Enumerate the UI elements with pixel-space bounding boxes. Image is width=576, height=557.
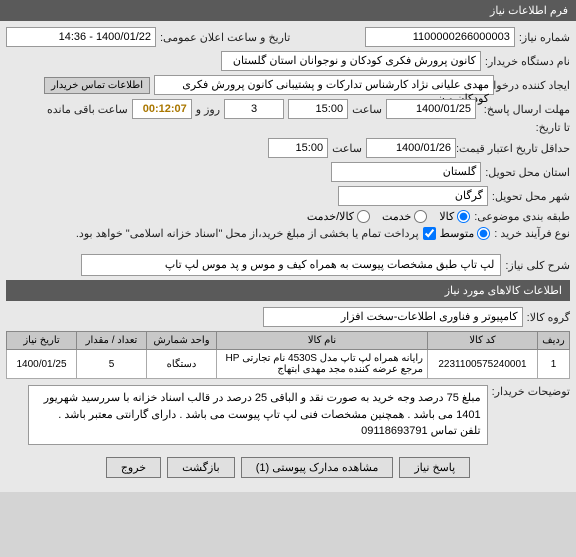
cell-qty: 5 — [77, 350, 147, 379]
payment-checkbox[interactable] — [423, 227, 436, 240]
announce-field: 1400/01/22 - 14:36 — [6, 27, 156, 47]
to-date-label: تا تاریخ: — [480, 121, 570, 134]
cell-name: رایانه همراه لپ تاپ مدل 4530S نام تجارتی… — [217, 350, 428, 379]
summary-label: شرح کلی نیاز: — [505, 259, 570, 272]
time-label-1: ساعت — [352, 103, 382, 116]
group-field: کامپیوتر و فناوری اطلاعات-سخت افزار — [263, 307, 523, 327]
exit-button[interactable]: خروج — [106, 457, 161, 478]
min-valid-date-field: 1400/01/26 — [366, 138, 456, 158]
items-header: اطلاعات کالاهای مورد نیاز — [6, 280, 570, 301]
budget-opt3-label: کالا/خدمت — [307, 210, 354, 223]
min-valid-label: حداقل تاریخ اعتبار قیمت: تا تاریخ: — [460, 142, 570, 155]
reply-button[interactable]: پاسخ نیاز — [399, 457, 470, 478]
proc-radio-group: متوسط — [440, 227, 491, 240]
deadline-time-field: 15:00 — [288, 99, 348, 119]
announce-label: تاریخ و ساعت اعلان عمومی: — [160, 31, 290, 44]
group-label: گروه کالا: — [527, 311, 570, 324]
min-valid-time-field: 15:00 — [268, 138, 328, 158]
col-date: تاریخ نیاز — [7, 332, 77, 350]
budget-radio-2[interactable] — [414, 210, 427, 223]
deadline-label: مهلت ارسال پاسخ: — [480, 103, 570, 116]
panel-header: فرم اطلاعات نیاز — [0, 0, 576, 21]
budget-label: طبقه بندی موضوعی: — [474, 210, 570, 223]
days-label: روز و — [196, 103, 220, 116]
buyer-label: نام دستگاه خریدار: — [485, 55, 570, 68]
days-field: 3 — [224, 99, 284, 119]
desc-label: توضیحات خریدار: — [492, 385, 570, 398]
deadline-date-field: 1400/01/25 — [386, 99, 476, 119]
budget-radio-1[interactable] — [457, 210, 470, 223]
desc-box: مبلغ 75 درصد وجه خرید به صورت نقد و البا… — [28, 385, 488, 445]
creator-label: ایجاد کننده درخواست: — [498, 79, 570, 92]
budget-radio-3[interactable] — [357, 210, 370, 223]
need-no-label: شماره نیاز: — [519, 31, 570, 44]
panel-title: فرم اطلاعات نیاز — [490, 5, 568, 17]
cell-index: 1 — [538, 350, 570, 379]
col-code: کد کالا — [428, 332, 538, 350]
back-button[interactable]: بازگشت — [167, 457, 235, 478]
table-row[interactable]: 1 2231100575240001 رایانه همراه لپ تاپ م… — [7, 350, 570, 379]
remain-label: ساعت باقی مانده — [47, 103, 128, 116]
col-unit: واحد شمارش — [147, 332, 217, 350]
main-panel: شماره نیاز: 1100000266000003 تاریخ و ساع… — [0, 21, 576, 492]
proc-opt1-label: متوسط — [440, 227, 475, 240]
province-label: استان محل تحویل: — [485, 166, 570, 179]
attach-button[interactable]: مشاهده مدارک پیوستی (1) — [241, 457, 394, 478]
table-header-row: ردیف کد کالا نام کالا واحد شمارش تعداد /… — [7, 332, 570, 350]
province-field: گلستان — [331, 162, 481, 182]
timer-field: 00:12:07 — [132, 99, 192, 119]
col-qty: تعداد / مقدار — [77, 332, 147, 350]
proc-radio-1[interactable] — [477, 227, 490, 240]
budget-opt1-label: کالا — [439, 210, 454, 223]
buyer-field: کانون پرورش فکری کودکان و نوجوانان استان… — [221, 51, 481, 71]
summary-field: لپ تاپ طبق مشخصات پیوست به همراه کیف و م… — [81, 254, 501, 276]
col-name: نام کالا — [217, 332, 428, 350]
contact-link[interactable]: اطلاعات تماس خریدار — [44, 77, 150, 94]
cell-date: 1400/01/25 — [7, 350, 77, 379]
city-field: گرگان — [338, 186, 488, 206]
proc-label: نوع فرآیند خرید : — [494, 227, 570, 240]
items-table: ردیف کد کالا نام کالا واحد شمارش تعداد /… — [6, 331, 570, 379]
budget-radio-group: کالا خدمت کالا/خدمت — [307, 210, 470, 223]
footer-buttons: پاسخ نیاز مشاهده مدارک پیوستی (1) بازگشت… — [6, 449, 570, 486]
budget-opt2-label: خدمت — [382, 210, 411, 223]
need-no-field: 1100000266000003 — [365, 27, 515, 47]
cell-unit: دستگاه — [147, 350, 217, 379]
cell-code: 2231100575240001 — [428, 350, 538, 379]
time-label-2: ساعت — [332, 142, 362, 155]
col-index: ردیف — [538, 332, 570, 350]
creator-field: مهدی عليانی نژاد كارشناس تداركات و پشتيب… — [154, 75, 494, 95]
payment-note: پرداخت تمام یا بخشی از مبلغ خرید،از محل … — [76, 227, 419, 240]
city-label: شهر محل تحویل: — [492, 190, 570, 203]
